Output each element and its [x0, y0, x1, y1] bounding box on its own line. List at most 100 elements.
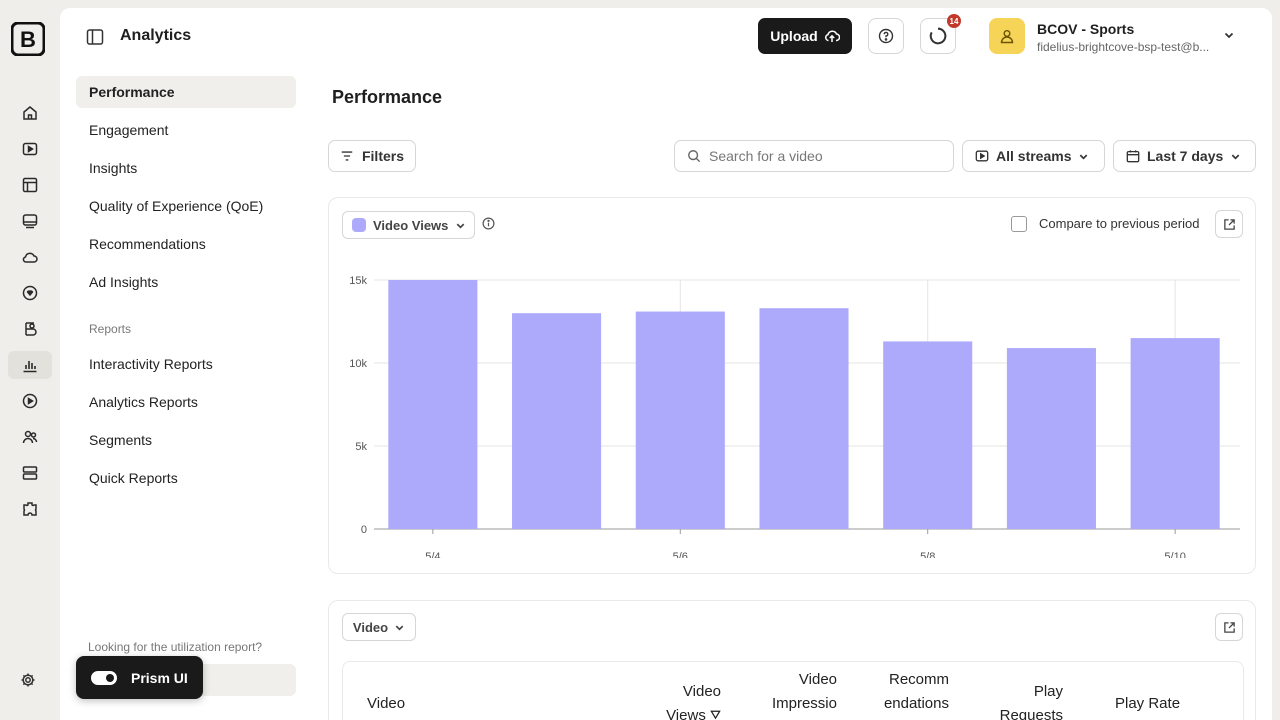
svg-text:B: B [20, 27, 36, 52]
group-by-dropdown[interactable]: Video [342, 613, 416, 641]
filter-icon [341, 151, 353, 161]
chevron-down-icon [1080, 154, 1088, 160]
video-icon [975, 150, 989, 162]
gear-icon[interactable] [20, 672, 36, 693]
bar [1006, 348, 1096, 529]
storage-icon[interactable] [8, 459, 52, 487]
date-range-label: Last 7 days [1147, 148, 1224, 164]
player-icon[interactable] [8, 207, 52, 235]
bar [883, 341, 973, 529]
upload-label: Upload [770, 28, 818, 44]
page-title: Performance [332, 87, 443, 107]
series-swatch [352, 218, 366, 232]
calendar-icon [1126, 150, 1140, 163]
date-range-dropdown[interactable]: Last 7 days [1113, 140, 1256, 172]
metric-dropdown[interactable]: Video Views [342, 211, 475, 239]
column-header-video-impressions[interactable]: Video Impressio [771, 671, 837, 712]
filters-button[interactable]: Filters [328, 140, 416, 172]
info-icon[interactable] [482, 217, 495, 235]
help-button[interactable] [868, 18, 904, 54]
metric-label: Video Views [373, 217, 449, 233]
analytics-icon[interactable] [8, 351, 52, 379]
nav-item-insights[interactable]: Insights [89, 160, 138, 176]
nav-item-quick-reports[interactable]: Quick Reports [89, 470, 178, 486]
live-icon[interactable] [8, 387, 52, 415]
reports-heading: Reports [89, 322, 132, 336]
brightcove-logo[interactable]: B [10, 21, 46, 57]
user-icon [1000, 30, 1014, 44]
help-icon [878, 28, 894, 44]
audience-icon[interactable] [8, 423, 52, 451]
bar [388, 280, 478, 529]
main-panel: Analytics Upload 14 BCOV - Sports fideli… [60, 8, 1272, 720]
prism-ui-toggle[interactable]: Prism UI [76, 656, 203, 699]
y-tick-label: 0 [361, 524, 367, 536]
chevron-down-icon [457, 223, 465, 229]
column-header-play-rate[interactable]: Play Rate [1115, 695, 1181, 712]
bar [759, 308, 849, 529]
prism-label: Prism UI [131, 669, 188, 686]
loading-icon [929, 27, 947, 45]
utilization-report-text: Looking for the utilization report? [88, 640, 263, 654]
streams-label: All streams [996, 148, 1072, 164]
x-tick-label: 5/6 [673, 551, 688, 558]
media-icon[interactable] [8, 171, 52, 199]
nav-item-segments[interactable]: Segments [89, 432, 153, 448]
video-views-chart: 0 5k 10k 15k 5/4 5/6 5/8 5/10 [349, 275, 1240, 558]
export-table-button[interactable] [1215, 613, 1243, 641]
y-tick-label: 15k [349, 275, 367, 287]
nav-item-qoe[interactable]: Quality of Experience (QoE) [89, 198, 264, 214]
x-tick-label: 5/10 [1164, 551, 1185, 558]
upload-button[interactable]: Upload [758, 18, 852, 54]
bar [512, 313, 602, 529]
video-icon[interactable] [8, 135, 52, 163]
brand-icon[interactable] [8, 315, 52, 343]
chevron-down-icon [1231, 154, 1240, 160]
avatar[interactable] [989, 18, 1025, 54]
plugin-icon[interactable] [8, 495, 52, 523]
chevron-down-icon [395, 625, 404, 631]
chevron-down-icon[interactable] [1223, 28, 1235, 46]
export-chart-button[interactable] [1215, 210, 1243, 238]
compare-checkbox[interactable] [1011, 216, 1027, 232]
column-header-label: Video Views [666, 683, 721, 720]
notifications-button[interactable]: 14 [920, 14, 961, 54]
bar [1130, 338, 1220, 529]
column-header-video-views[interactable]: Video Views [659, 680, 721, 720]
sort-icon [710, 710, 721, 720]
table-header: Video Video Views Video Impressio Recomm… [342, 661, 1244, 720]
app-title: Analytics [120, 27, 192, 44]
search-icon [688, 150, 701, 163]
y-tick-label: 5k [355, 441, 367, 453]
column-header-play-requests[interactable]: Play Requests [999, 683, 1063, 720]
bar [635, 311, 725, 529]
x-tick-label: 5/4 [425, 551, 440, 558]
column-header-recommendations[interactable]: Recomm endations [883, 671, 949, 712]
column-header-video[interactable]: Video [367, 695, 406, 712]
app-rail: B [0, 0, 58, 720]
nav-item-recommendations[interactable]: Recommendations [89, 236, 206, 252]
notification-badge: 14 [947, 14, 961, 28]
search-input[interactable] [709, 148, 939, 164]
group-by-label: Video [352, 619, 389, 635]
nav-item-interactivity-reports[interactable]: Interactivity Reports [89, 356, 213, 372]
streams-dropdown[interactable]: All streams [962, 140, 1105, 172]
x-tick-label: 5/8 [920, 551, 935, 558]
search-field[interactable] [674, 140, 954, 172]
table-card: Video Video Video Views Video Impressio … [328, 600, 1256, 720]
compare-label: Compare to previous period [1039, 216, 1200, 231]
y-tick-label: 10k [349, 358, 367, 370]
account-email: fidelius-brightcove-bsp-test@b... [1037, 40, 1210, 54]
sidebar-toggle-icon[interactable] [86, 28, 104, 46]
filters-label: Filters [361, 148, 404, 164]
export-icon [1223, 621, 1235, 633]
nav-item-analytics-reports[interactable]: Analytics Reports [89, 394, 198, 410]
nav-item-ad-insights[interactable]: Ad Insights [89, 274, 159, 290]
nav-item-performance[interactable]: Performance [76, 76, 296, 108]
engage-icon[interactable] [8, 279, 52, 307]
toggle-switch[interactable] [91, 670, 117, 685]
home-icon[interactable] [8, 99, 52, 127]
account-name[interactable]: BCOV - Sports [1037, 21, 1135, 37]
nav-item-engagement[interactable]: Engagement [89, 122, 169, 138]
cloud-icon[interactable] [8, 243, 52, 271]
